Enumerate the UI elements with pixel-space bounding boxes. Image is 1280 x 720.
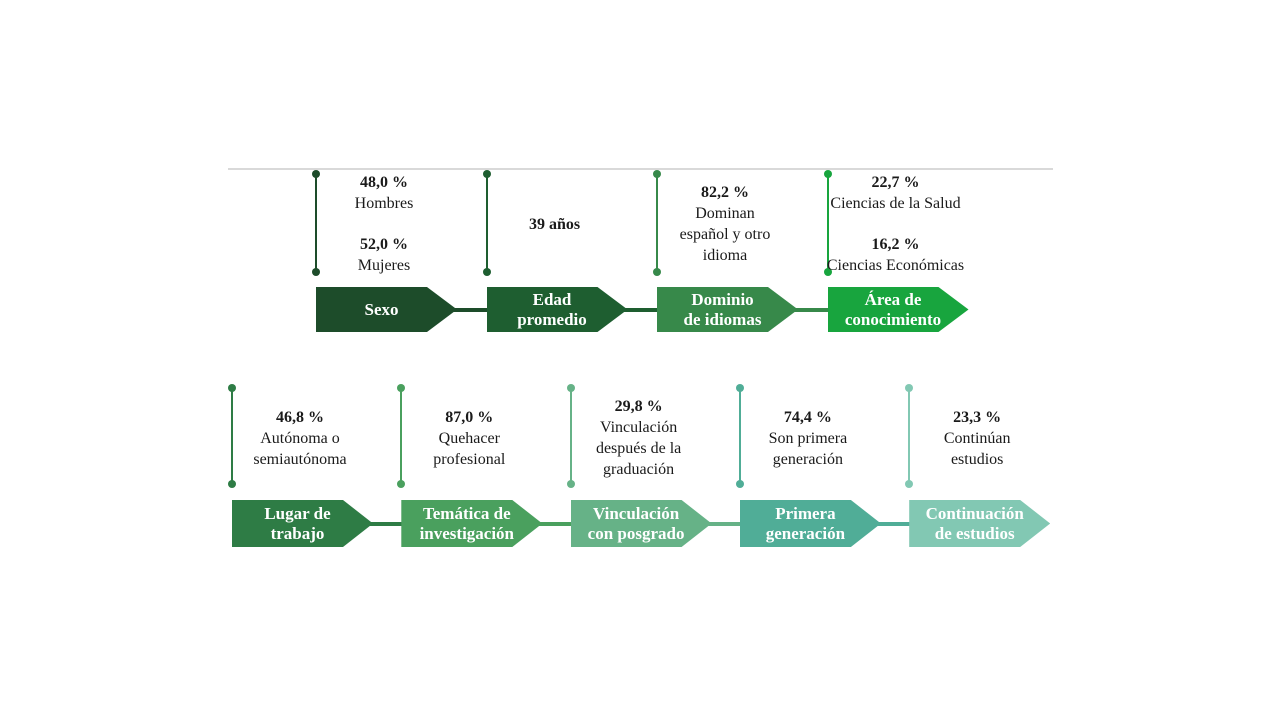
stat-block: 29,8 % Vinculación después de la graduación <box>596 396 681 480</box>
stat-label-line: Vinculación <box>599 419 678 436</box>
stat-label-line: Continúan <box>943 429 1011 447</box>
stat-label-line: después de la <box>595 440 682 457</box>
stat-label-line: profesional <box>433 450 506 468</box>
stat-connector-line <box>653 170 661 276</box>
stat-connector-line <box>823 170 832 276</box>
stat-label-line: graduación <box>603 461 675 478</box>
stat-connector-line <box>482 170 491 276</box>
arrow-label-line: Temática de <box>422 503 511 523</box>
stat-value: 87,0 % <box>445 408 494 426</box>
stat-block: 82,2 % Dominan español y otro idioma <box>680 182 771 266</box>
stat-value: 29,8 % <box>614 398 663 415</box>
stat-connector-line <box>397 384 406 488</box>
arrow-label-line: de idiomas <box>683 309 762 329</box>
arrow-label-line: Continuación <box>925 503 1024 523</box>
stat-label-line: idioma <box>702 247 748 264</box>
stat-column: 39 años <box>475 170 635 278</box>
stat-label-line: generación <box>772 450 843 468</box>
arrow-connector-line <box>615 307 659 312</box>
arrow-connector-line <box>361 521 404 526</box>
stat-label-line: Ciencias Económicas <box>826 257 965 274</box>
stat-column: 46,8 % Autónoma o semiautónoma <box>220 384 380 492</box>
arrow-banner: Dominio de idiomas <box>657 287 798 332</box>
stat-label-line: español y otro <box>679 226 771 243</box>
arrow-banner: Vinculación con posgrado <box>571 500 712 547</box>
arrow-banner: Continuación de estudios <box>909 500 1050 547</box>
arrow-banner: Lugar de trabajo <box>232 500 373 547</box>
stat-block: 16,2 % Ciencias Económicas <box>827 234 964 276</box>
stat-block: 22,7 % Ciencias de la Salud <box>830 172 960 214</box>
arrow-banner: Área de conocimiento <box>828 287 969 332</box>
arrow-connector-line <box>530 521 573 526</box>
stat-connector-line <box>228 384 236 488</box>
stat-label-line: Mujeres <box>357 257 411 274</box>
arrow-label-line: Lugar de <box>264 503 331 523</box>
arrow-label-line: Primera <box>775 503 836 523</box>
stat-value: 82,2 % <box>701 184 749 201</box>
arrow-connector-line <box>699 521 742 526</box>
arrow-label-line: promedio <box>517 309 587 329</box>
stat-label-line: semiautónoma <box>253 450 347 468</box>
arrow-banner: Temática de investigación <box>401 500 542 547</box>
arrow-banner: Primera generación <box>740 500 881 547</box>
stat-connector-line <box>566 384 575 488</box>
stat-block: 39 años <box>529 214 580 235</box>
stat-value: 39 años <box>528 215 581 233</box>
stat-column: 87,0 % Quehacer profesional <box>389 384 549 492</box>
arrow-label-line: Dominio <box>691 289 754 309</box>
stat-value: 16,2 % <box>871 236 920 253</box>
arrow-label-line: Sexo <box>364 299 399 319</box>
arrow-label-line: generación <box>765 523 846 543</box>
arrow-banner: Sexo <box>316 287 457 332</box>
stat-connector-line <box>312 170 320 276</box>
arrow-label-line: Vinculación <box>592 503 680 523</box>
stat-label-line: Dominan <box>695 205 755 222</box>
stat-block: 23,3 % Continúan estudios <box>944 407 1011 470</box>
stat-value: 22,7 % <box>871 174 920 191</box>
stat-label-line: Son primera <box>768 429 848 447</box>
stat-connector-line <box>905 384 914 488</box>
arrow-label-line: investigación <box>419 523 515 543</box>
stat-column: 22,7 % Ciencias de la Salud 16,2 % Ciencias… <box>816 170 976 278</box>
stat-block: 48,0 % Hombres <box>355 172 414 214</box>
arrow-label-line: de estudios <box>934 523 1015 543</box>
top-divider-line <box>228 168 1053 170</box>
arrow-label-line: conocimiento <box>844 309 942 329</box>
stat-column: 29,8 % Vinculación después de la graduación <box>559 384 719 492</box>
stat-column: 82,2 % Dominan español y otro idioma <box>645 170 805 278</box>
stat-connector-line <box>735 384 744 488</box>
stat-label-line: estudios <box>950 450 1004 468</box>
stat-block: 87,0 % Quehacer profesional <box>433 407 505 470</box>
arrow-connector-line <box>868 521 912 526</box>
stat-value: 48,0 % <box>360 174 408 191</box>
arrow-connector-line <box>786 307 830 312</box>
stat-label-line: Autónoma o <box>260 429 340 447</box>
stat-block: 46,8 % Autónoma o semiautónoma <box>253 407 346 470</box>
stat-value: 23,3 % <box>953 408 1002 426</box>
stat-label-line: Quehacer <box>438 429 500 447</box>
arrow-label-line: Área de <box>864 289 922 309</box>
stat-block: 52,0 % Mujeres <box>358 234 410 276</box>
stat-label-line: Ciencias de la Salud <box>830 195 961 212</box>
stat-label-line: Hombres <box>354 195 414 212</box>
arrow-connector-line <box>445 307 489 312</box>
arrow-label-line: Edad <box>532 289 572 309</box>
arrow-label-line: con posgrado <box>587 523 685 543</box>
stat-column: 48,0 % Hombres 52,0 % Mujeres <box>304 170 464 278</box>
stat-column: 74,4 % Son primera generación <box>728 384 888 492</box>
arrow-banner: Edad promedio <box>487 287 628 332</box>
stat-value: 46,8 % <box>276 408 324 426</box>
stat-value: 74,4 % <box>783 408 832 426</box>
stat-value: 52,0 % <box>360 236 408 253</box>
stat-block: 74,4 % Son primera generación <box>769 407 848 470</box>
arrow-label-line: trabajo <box>270 523 325 543</box>
stat-column: 23,3 % Continúan estudios <box>897 384 1057 492</box>
